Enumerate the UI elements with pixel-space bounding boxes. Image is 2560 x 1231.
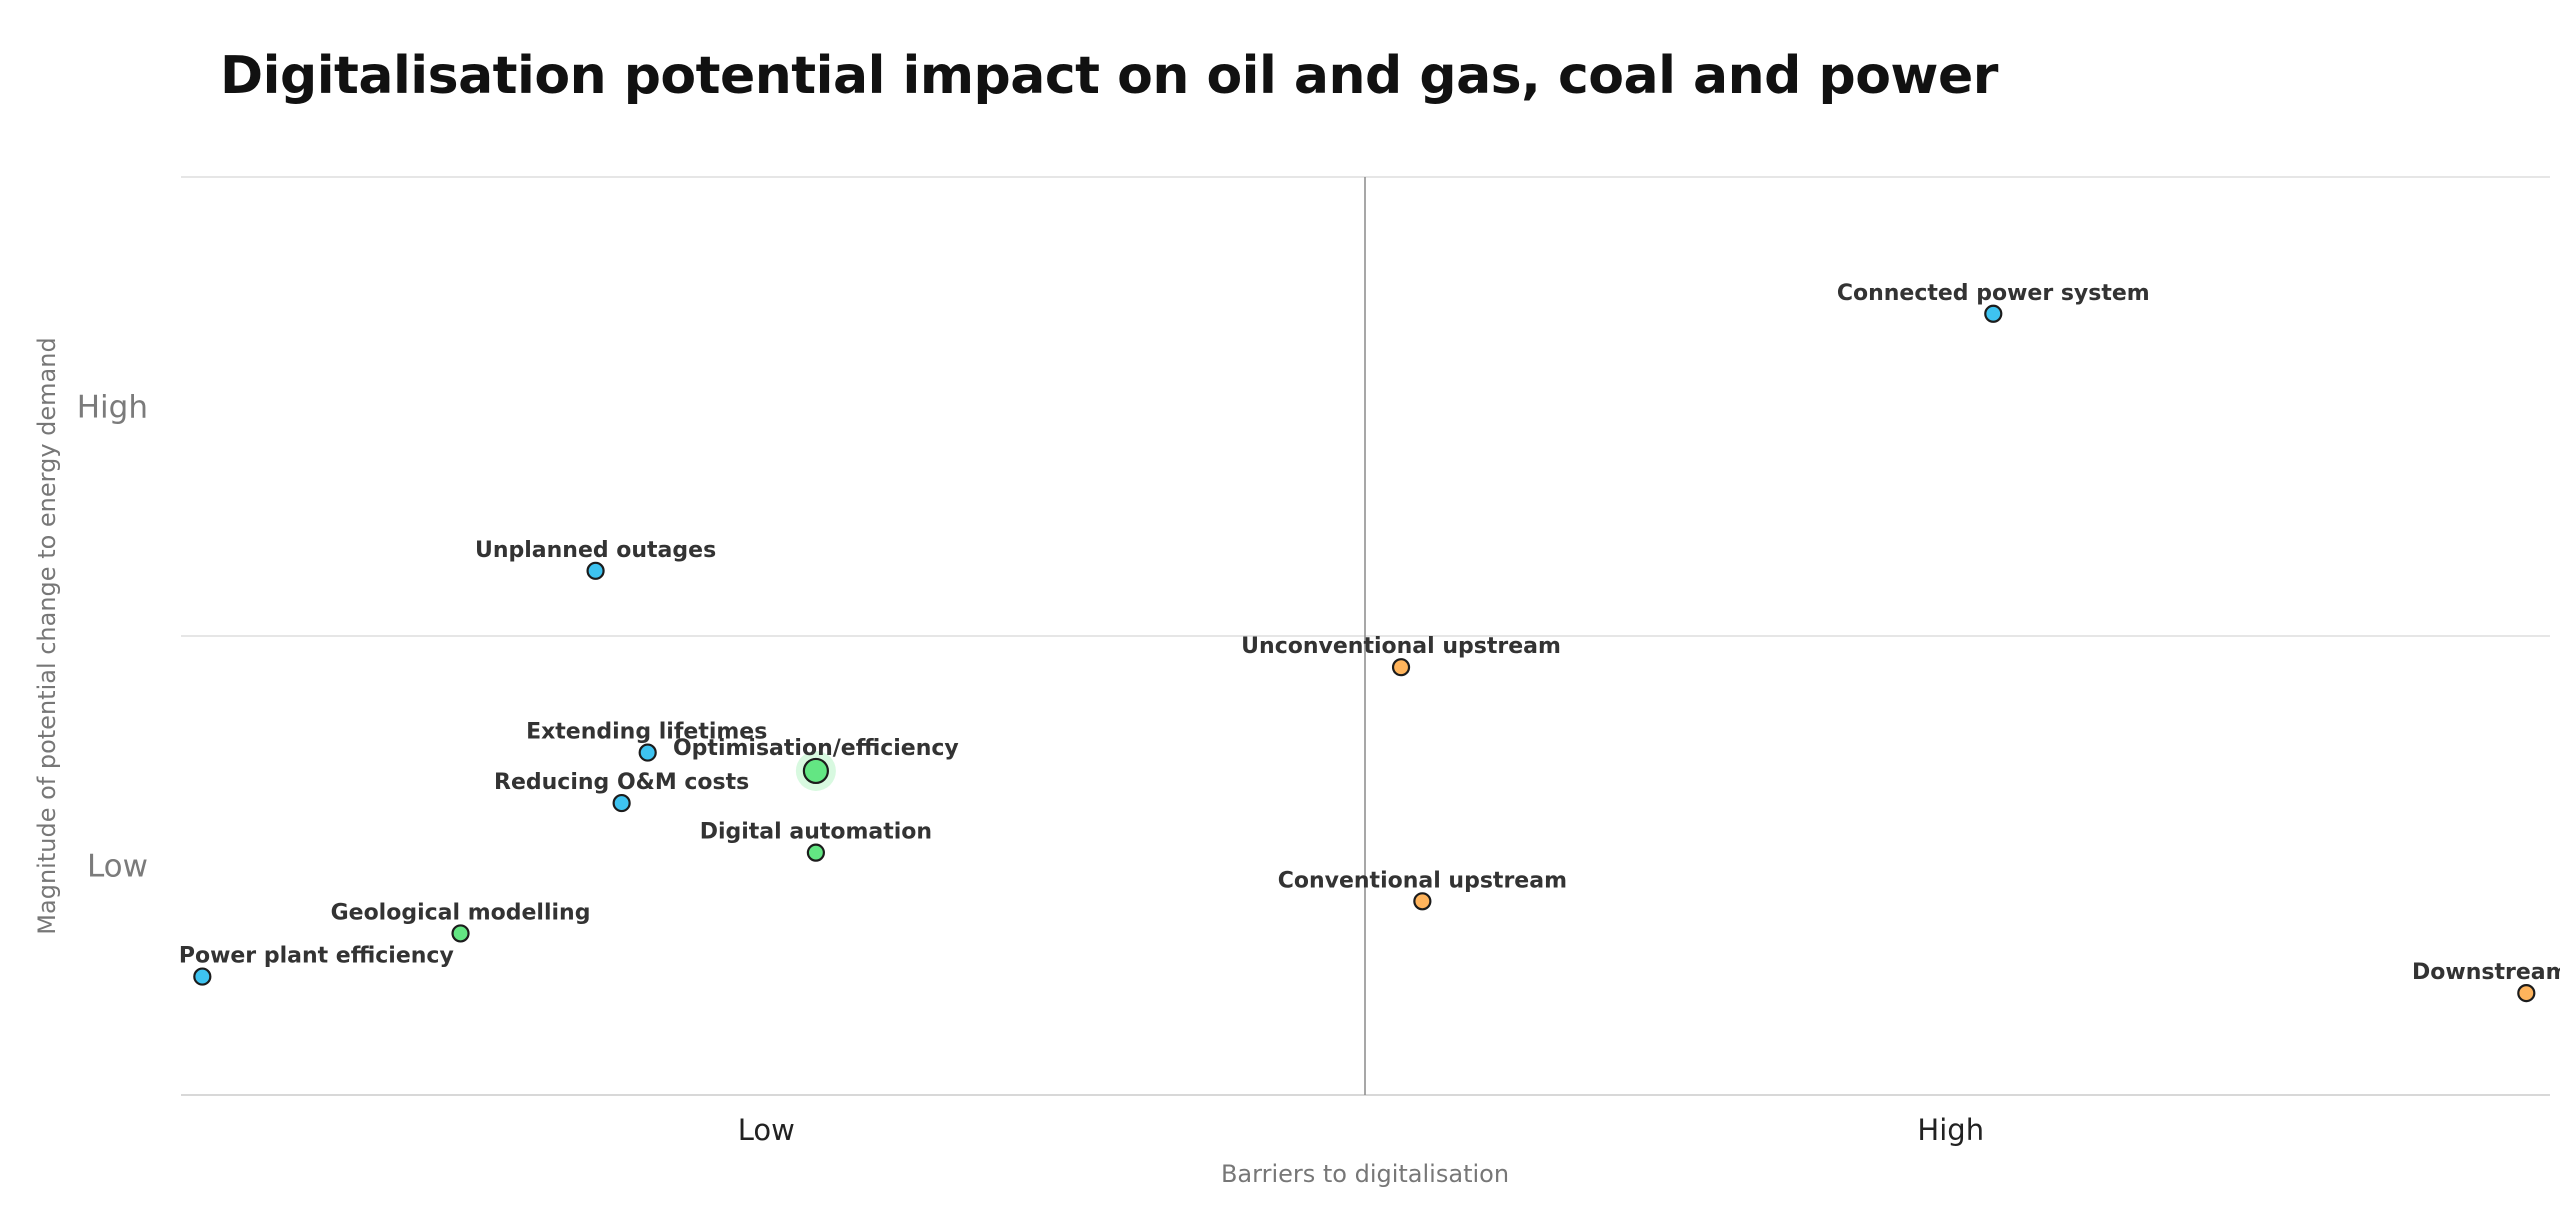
- label-digital-automation: Digital automation: [700, 820, 932, 845]
- point-reducing-o-m-costs: [612, 793, 631, 813]
- point-downstream: [2517, 984, 2536, 1003]
- point-geological-modelling: [451, 924, 470, 943]
- label-connected-power-system: Connected power system: [1837, 281, 2150, 306]
- label-geological-modelling: Geological modelling: [331, 900, 591, 925]
- data-points: [193, 304, 2536, 1003]
- x-axis-title: Barriers to digitalisation: [1221, 1160, 1509, 1188]
- point-power-plant-efficiency: [193, 967, 212, 986]
- label-conventional-upstream: Conventional upstream: [1278, 868, 1567, 893]
- label-unplanned-outages: Unplanned outages: [475, 538, 716, 563]
- point-conventional-upstream: [1413, 892, 1432, 911]
- data-labels: Connected power system Unplanned outages E…: [179, 281, 2560, 985]
- point-extending-lifetimes: [638, 743, 657, 762]
- point-connected-power-system: [1984, 304, 2003, 323]
- y-tick-low: Low: [87, 849, 148, 885]
- point-unconventional-upstream: [1391, 658, 1411, 677]
- label-extending-lifetimes: Extending lifetimes: [526, 720, 767, 745]
- y-axis-title: Magnitude of potential change to energy …: [33, 337, 61, 934]
- label-downstream: Downstream: [2412, 960, 2560, 985]
- label-unconventional-upstream: Unconventional upstream: [1241, 634, 1561, 659]
- point-optimisation-efficiency: [802, 757, 829, 785]
- point-unplanned-outages: [586, 561, 605, 580]
- label-reducing-o-m-costs: Reducing O&M costs: [494, 770, 749, 795]
- x-tick-labels: Low High: [738, 1113, 1984, 1147]
- y-tick-labels: High Low: [77, 390, 148, 885]
- chart-title: Digitalisation potential impact on oil a…: [220, 46, 1998, 106]
- label-power-plant-efficiency: Power plant efficiency: [179, 944, 454, 969]
- y-tick-high: High: [77, 390, 148, 426]
- point-digital-automation: [806, 843, 825, 862]
- label-optimisation-efficiency: Optimisation/efficiency: [673, 736, 959, 761]
- x-tick-low: Low: [738, 1113, 795, 1147]
- x-tick-high: High: [1917, 1113, 1984, 1147]
